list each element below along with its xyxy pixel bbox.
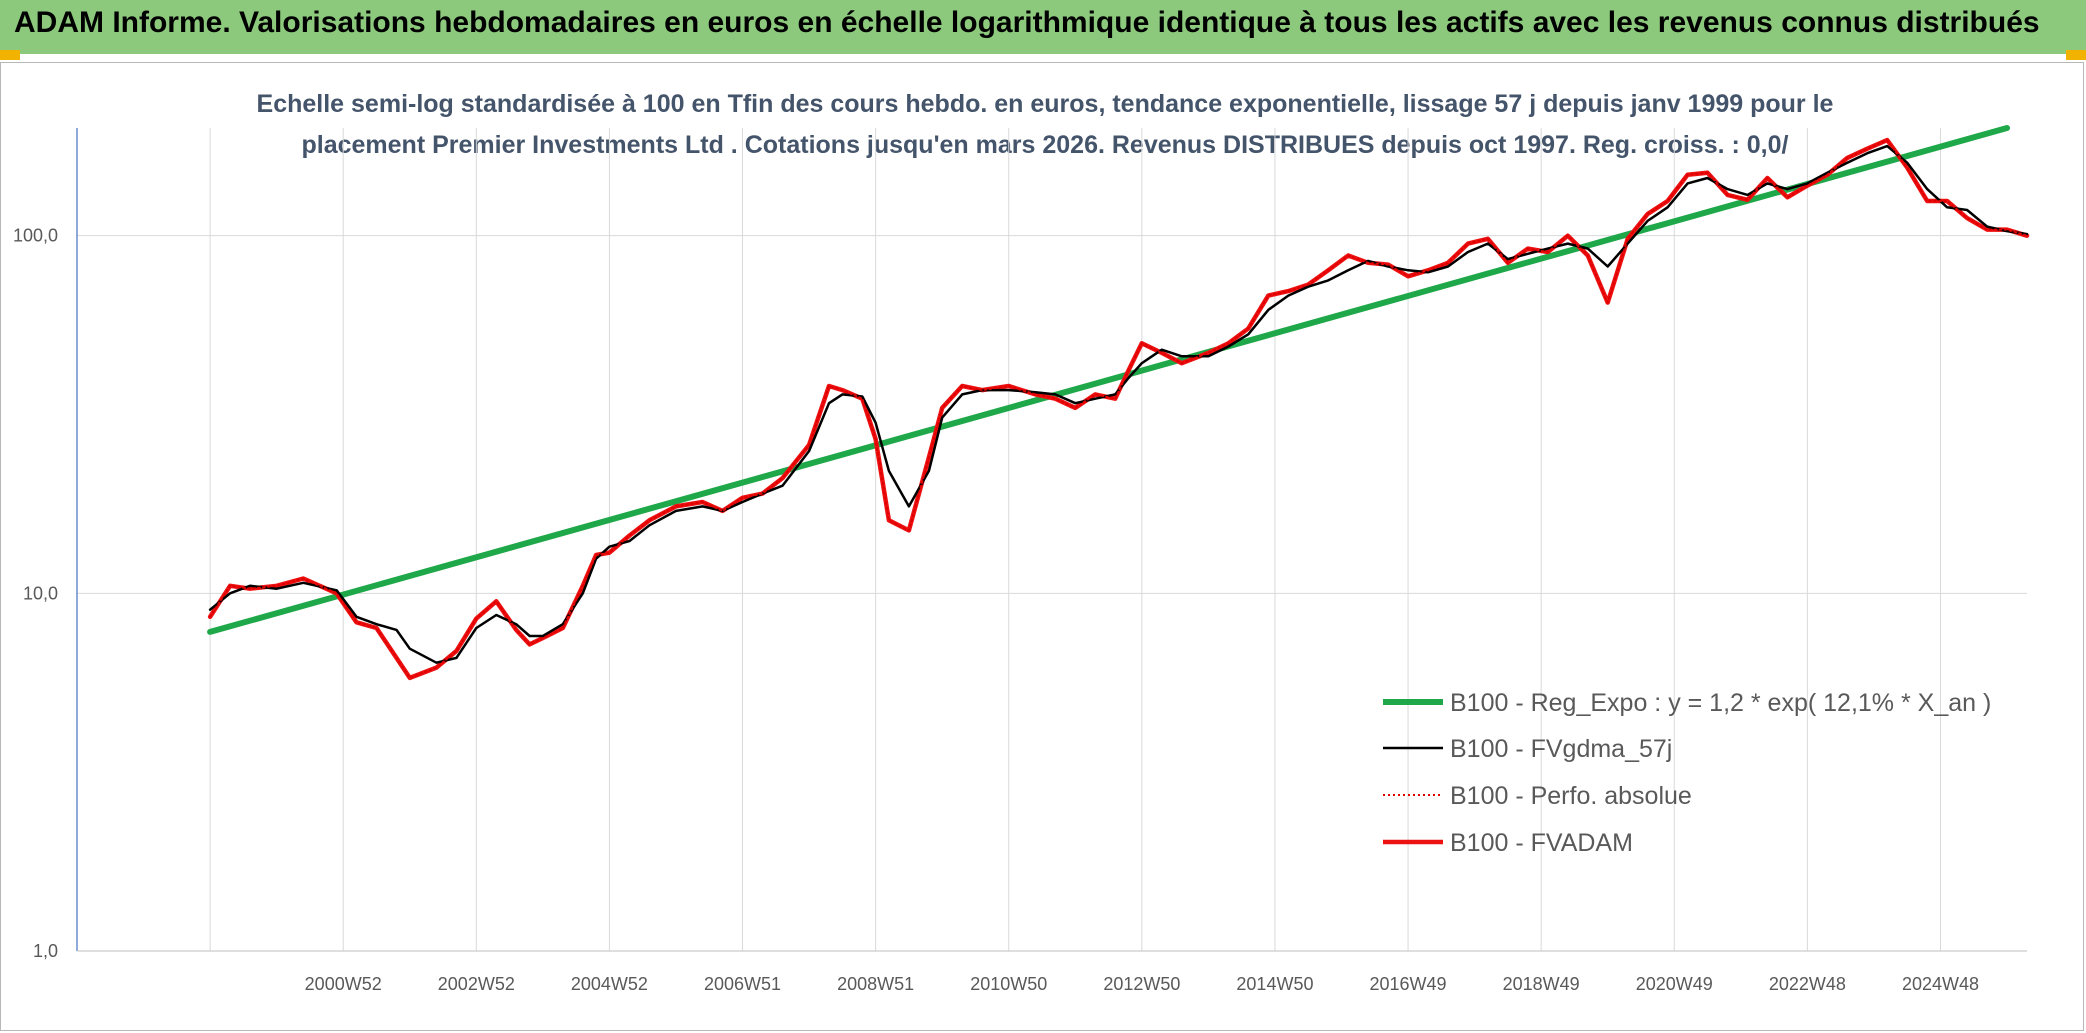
y-tick-label: 10,0	[23, 583, 58, 603]
fvgdma-line	[208, 144, 2029, 664]
chart-frame	[0, 62, 2084, 1031]
report-header: ADAM Informe. Valorisations hebdomadaire…	[0, 0, 2086, 60]
x-tick-label: 2004W52	[571, 974, 648, 994]
y-tick-label: 100,0	[13, 226, 58, 246]
series-lines	[207, 125, 2030, 681]
right-corner-marker	[2066, 50, 2086, 60]
page-title: ADAM Informe. Valorisations hebdomadaire…	[14, 6, 2040, 39]
legend-entry-regression-label: B100 - Reg_Expo : y = 1,2 * exp( 12,1% *…	[1450, 689, 1991, 717]
legend: B100 - Reg_Expo : y = 1,2 * exp( 12,1% *…	[1383, 689, 1991, 857]
x-tick-label: 2016W49	[1370, 974, 1447, 994]
left-corner-marker	[0, 50, 20, 60]
x-tick-label: 2014W50	[1236, 974, 1313, 994]
legend-entry-fvgdma-label: B100 - FVgdma_57j	[1450, 735, 1672, 763]
x-tick-label: 2010W50	[970, 974, 1047, 994]
x-tick-label: 2024W48	[1902, 974, 1979, 994]
fvadam-line	[207, 137, 2030, 681]
x-tick-label: 2012W50	[1103, 974, 1180, 994]
x-tick-label: 2000W52	[305, 974, 382, 994]
x-tick-label: 2022W48	[1769, 974, 1846, 994]
regression-line	[207, 125, 2010, 635]
chart-title-line-2: placement Premier Investments Ltd . Cota…	[302, 131, 1789, 159]
gridlines	[77, 128, 2027, 952]
x-tick-label: 2018W49	[1503, 974, 1580, 994]
chart-title-line-1: Echelle semi-log standardisée à 100 en T…	[257, 90, 1834, 118]
x-tick-label: 2006W51	[704, 974, 781, 994]
axes: 1,0 10,0 100,0 2000W52 2002W52 2004W52 2006W51…	[13, 128, 2027, 994]
legend-entry-perfo-absolue-label: B100 - Perfo. absolue	[1450, 782, 1692, 810]
perfo-absolue-line	[209, 139, 2028, 679]
x-tick-label: 2008W51	[837, 974, 914, 994]
x-tick-label: 2020W49	[1636, 974, 1713, 994]
legend-entry-fvadam-label: B100 - FVADAM	[1450, 829, 1633, 857]
y-tick-label: 1,0	[33, 941, 58, 961]
x-tick-label: 2002W52	[438, 974, 515, 994]
